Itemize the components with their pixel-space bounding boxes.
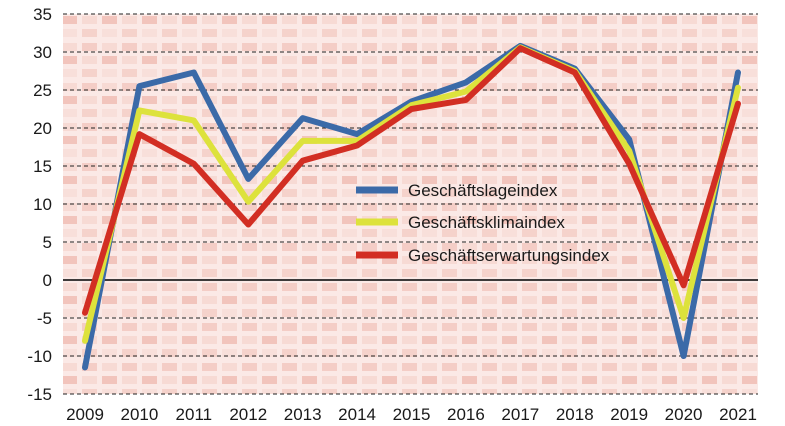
y-tick-label: 35 [33,5,52,24]
y-tick-label: 15 [33,157,52,176]
grid-lines [63,13,758,395]
x-tick-label: 2015 [393,405,431,424]
x-tick-label: 2020 [665,405,703,424]
x-tick-label: 2013 [284,405,322,424]
series-line-2 [82,45,741,316]
x-tick-label: 2018 [556,405,594,424]
legend-label-geschaeftserwartungsindex: Geschäftserwartungsindex [408,246,610,265]
series-line-0 [82,42,741,371]
x-axis-ticks: 2009 2010 2011 2012 2013 2014 2015 2016 2017 2018… [66,405,757,424]
x-tick-label: 2010 [121,405,159,424]
y-axis-ticks: 35 30 25 20 15 10 5 0 -5 -10 -15 [27,5,52,404]
x-tick-label: 2016 [447,405,485,424]
x-tick-label: 2014 [338,405,376,424]
series-lines [82,42,741,371]
legend: Geschäftslageindex Geschäftsklimaindex G… [356,181,610,265]
y-tick-label: 10 [33,195,52,214]
x-tick-label: 2017 [501,405,539,424]
series-line-1 [82,44,741,344]
x-tick-label: 2009 [66,405,104,424]
legend-label-geschaeftsklimaindex: Geschäftsklimaindex [408,213,565,232]
x-tick-label: 2019 [610,405,648,424]
x-tick-label: 2012 [229,405,267,424]
y-tick-label: -10 [27,347,52,366]
y-tick-label: -5 [37,309,52,328]
y-tick-label: 5 [43,233,52,252]
x-tick-label: 2021 [719,405,757,424]
y-tick-label: 0 [43,271,52,290]
y-tick-label: 30 [33,43,52,62]
x-tick-label: 2011 [176,405,213,424]
y-tick-label: 25 [33,81,52,100]
y-tick-label: 20 [33,119,52,138]
y-tick-label: -15 [27,385,52,404]
legend-label-geschaeftslageindex: Geschäftslageindex [408,181,558,200]
